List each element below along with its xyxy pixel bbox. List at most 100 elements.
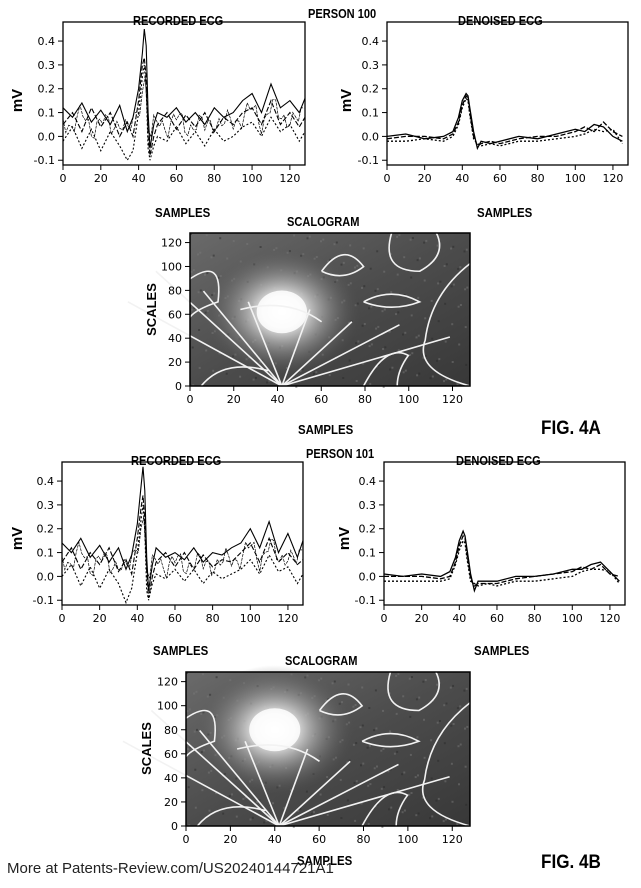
scalogram-b-speckle <box>353 744 355 746</box>
scalogram-a-speckle <box>377 288 379 290</box>
recorded-a-ytick-label: 0.2 <box>38 83 56 96</box>
scalogram-a-speckle <box>356 380 358 382</box>
scalogram-b-speckle <box>397 673 399 675</box>
scalogram-a-speckle <box>416 336 418 338</box>
fig-label-4a: FIG. 4A <box>541 418 601 440</box>
scalogram-b-speckle <box>195 807 197 809</box>
scalogram-b-speckle <box>418 813 420 815</box>
denoised-b-ytick-label: -0.1 <box>355 594 376 607</box>
scalogram-b-ytick-label: 80 <box>164 724 178 737</box>
scalogram-b-speckle <box>367 747 369 749</box>
scalogram-b-speckle <box>443 820 445 822</box>
scalogram-a-speckle <box>198 329 200 331</box>
scalogram-b-speckle <box>188 786 190 788</box>
scalogram-b-speckle <box>187 748 189 750</box>
scalogram-a-speckle <box>445 341 447 343</box>
recorded-b-xtick-label: 60 <box>168 612 182 625</box>
scalogram-a-speckle <box>452 246 454 248</box>
recorded-b-xtick-label: 80 <box>206 612 220 625</box>
recorded-ecg-title-b: RECORDED ECG <box>131 453 221 468</box>
scalogram-a-speckle <box>349 360 351 362</box>
scalogram-a-speckle <box>402 334 404 336</box>
denoised-b-xtick-label: 100 <box>562 612 583 625</box>
scalogram-b-speckle <box>394 753 396 755</box>
recorded-a-xtick-label: 120 <box>279 172 300 185</box>
scalogram-b-speckle <box>187 710 189 712</box>
recorded-b-ytick-label: 0.4 <box>37 475 55 488</box>
recorded-a-xtick-label: 100 <box>242 172 263 185</box>
scalogram-a-speckle <box>451 285 453 287</box>
scalogram-a-speckle <box>198 291 200 293</box>
scalogram-b-speckle <box>355 742 357 744</box>
recorded-b-ytick-label: 0.1 <box>37 547 55 560</box>
denoised-a-ytick-label: 0.2 <box>362 83 380 96</box>
scalogram-b-speckle <box>409 716 411 718</box>
recorded-a-xtick-label: 20 <box>94 172 108 185</box>
scalogram-b-speckle <box>356 780 358 782</box>
denoised-a-plot: 020406080100120-0.10.00.10.20.30.4 <box>358 22 628 185</box>
scalogram-a-speckle <box>423 242 425 244</box>
scalogram-a-speckle <box>354 267 356 269</box>
scalogram-b-speckle <box>396 713 398 715</box>
recorded-b-ytick-label: 0.0 <box>37 570 55 583</box>
scalogram-b-speckle <box>352 706 354 708</box>
scalogram-b-speckle <box>252 817 254 819</box>
scalogram-b-speckle <box>439 720 441 722</box>
scalogram-b-speckle <box>430 739 432 741</box>
scalogram-b-xtick-label: 80 <box>357 833 371 846</box>
scalogram-a-speckle <box>437 245 439 247</box>
recorded-b-xtick-label: 0 <box>59 612 66 625</box>
scalogram-a-speckle <box>404 332 406 334</box>
recorded-b-ytick-label: -0.1 <box>33 594 54 607</box>
scalogram-b-speckle <box>360 764 362 766</box>
scalogram-b-speckle <box>368 707 370 709</box>
denoised-b-plot: 020406080100120-0.10.00.10.20.30.4 <box>355 462 625 625</box>
scalogram-b-speckle <box>444 780 446 782</box>
denoised-b-xtick-label: 80 <box>528 612 542 625</box>
denoised-a-frame <box>387 22 628 165</box>
scalogram-b-speckle <box>445 818 447 820</box>
scalogram-b-speckle <box>195 691 197 693</box>
scalogram-b-xtick-label: 20 <box>223 833 237 846</box>
scalogram-b-speckle <box>452 685 454 687</box>
scalogram-b-speckle <box>390 807 392 809</box>
scalogram-b-speckle <box>383 748 385 750</box>
scalogram-a-speckle <box>438 358 440 360</box>
denoised-a-xtick-label: 20 <box>418 172 432 185</box>
scalogram-a-speckle <box>200 290 202 292</box>
scalogram-b-speckle <box>401 773 403 775</box>
scalogram-a-xtick-label: 0 <box>187 393 194 406</box>
scalogram-a-speckle <box>412 237 414 239</box>
scalogram-b-speckle <box>354 782 356 784</box>
scalogram-a-speckle <box>336 242 338 244</box>
scalogram-b-speckle <box>383 786 385 788</box>
scalogram-a-speckle <box>410 239 412 241</box>
scalogram-a-speckle <box>409 354 411 356</box>
fig-label-4b: FIG. 4B <box>541 852 601 874</box>
scalogram-b-speckle <box>369 783 371 785</box>
scalogram-a-speckle <box>432 376 434 378</box>
scalogram-b-speckle <box>465 766 467 768</box>
scalogram-a-speckle <box>431 338 433 340</box>
scalogram-b-speckle <box>340 817 342 819</box>
scalogram-a-speckle <box>418 373 420 375</box>
scalogram-b-speckle <box>362 725 364 727</box>
scalogram-b-speckle <box>299 808 301 810</box>
scalogram-b-speckle <box>334 681 336 683</box>
scalogram-a-speckle <box>206 234 208 236</box>
scalogram-a-speckle <box>343 262 345 264</box>
denoised-ecg-title-b: DENOISED ECG <box>456 453 541 468</box>
scalogram-a-speckle <box>260 246 262 248</box>
denoised-b-xtick-label: 60 <box>490 612 504 625</box>
scalogram-a-speckle <box>382 310 384 312</box>
scalogram-a-xtick-label: 100 <box>398 393 419 406</box>
denoised-b-xtick-label: 0 <box>381 612 388 625</box>
scalogram-a-speckle <box>307 237 309 239</box>
scalogram-a-speckle <box>403 256 405 258</box>
scalogram-a-speckle <box>246 243 248 245</box>
scalogram-a-speckle <box>322 239 324 241</box>
scalogram-b-speckle <box>193 693 195 695</box>
scalogram-a-speckle <box>253 379 255 381</box>
scalogram-b-speckle <box>402 811 404 813</box>
scalogram-b-speckle <box>444 742 446 744</box>
